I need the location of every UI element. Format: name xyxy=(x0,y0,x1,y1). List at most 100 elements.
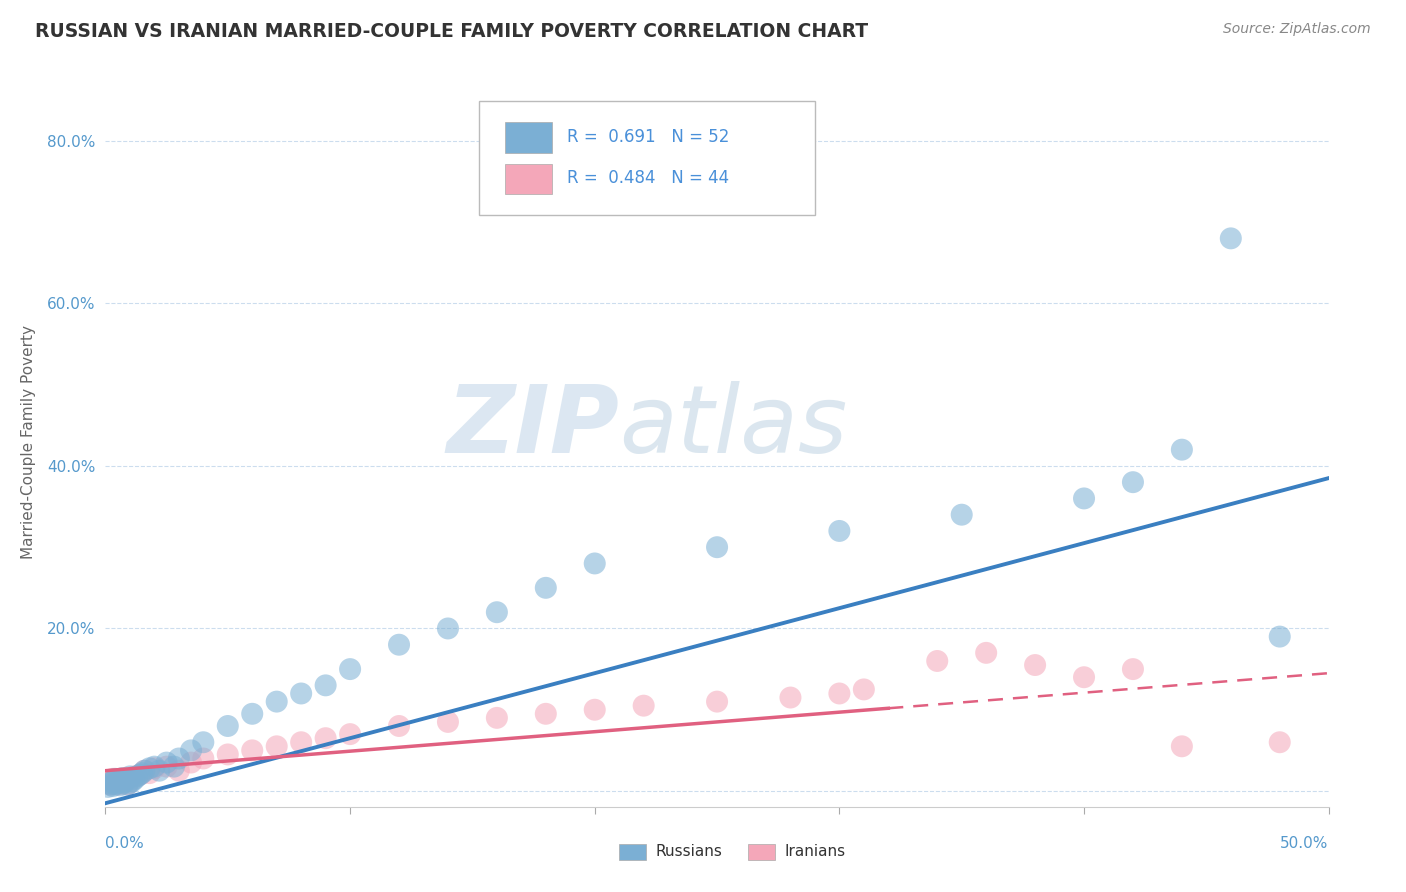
Ellipse shape xyxy=(134,760,156,781)
Ellipse shape xyxy=(583,698,606,721)
Ellipse shape xyxy=(110,774,131,797)
Ellipse shape xyxy=(242,703,263,725)
Ellipse shape xyxy=(853,679,875,700)
Text: ZIP: ZIP xyxy=(446,381,619,473)
Ellipse shape xyxy=(143,757,166,780)
Ellipse shape xyxy=(114,770,136,791)
Ellipse shape xyxy=(779,687,801,708)
Ellipse shape xyxy=(101,772,124,794)
Ellipse shape xyxy=(706,536,728,558)
Ellipse shape xyxy=(138,762,160,784)
Ellipse shape xyxy=(167,760,190,781)
Ellipse shape xyxy=(950,504,973,525)
Bar xyxy=(505,122,553,153)
Ellipse shape xyxy=(828,520,851,542)
Ellipse shape xyxy=(1220,227,1241,250)
Ellipse shape xyxy=(217,743,239,765)
Ellipse shape xyxy=(138,757,160,780)
Ellipse shape xyxy=(101,768,124,789)
Ellipse shape xyxy=(120,768,141,789)
Ellipse shape xyxy=(1073,487,1095,509)
Ellipse shape xyxy=(339,723,361,745)
Ellipse shape xyxy=(104,773,127,796)
Ellipse shape xyxy=(180,739,202,762)
Ellipse shape xyxy=(101,771,124,792)
Text: atlas: atlas xyxy=(619,382,848,473)
Ellipse shape xyxy=(290,731,312,753)
Ellipse shape xyxy=(339,658,361,680)
Ellipse shape xyxy=(1268,625,1291,648)
Text: RUSSIAN VS IRANIAN MARRIED-COUPLE FAMILY POVERTY CORRELATION CHART: RUSSIAN VS IRANIAN MARRIED-COUPLE FAMILY… xyxy=(35,22,869,41)
Ellipse shape xyxy=(117,768,138,789)
Text: Russians: Russians xyxy=(655,845,723,859)
Ellipse shape xyxy=(217,715,239,737)
Ellipse shape xyxy=(104,771,127,792)
Ellipse shape xyxy=(100,773,121,796)
Ellipse shape xyxy=(193,731,214,753)
Ellipse shape xyxy=(266,690,288,713)
Ellipse shape xyxy=(167,747,190,770)
Ellipse shape xyxy=(131,762,153,784)
Ellipse shape xyxy=(111,767,134,789)
Ellipse shape xyxy=(100,773,121,796)
Ellipse shape xyxy=(193,747,214,770)
Ellipse shape xyxy=(121,771,143,792)
Ellipse shape xyxy=(120,772,141,794)
Ellipse shape xyxy=(97,772,120,794)
Ellipse shape xyxy=(156,752,177,773)
Text: R =  0.484   N = 44: R = 0.484 N = 44 xyxy=(567,169,728,187)
Ellipse shape xyxy=(315,727,336,749)
Ellipse shape xyxy=(124,765,146,788)
Ellipse shape xyxy=(976,642,997,664)
Ellipse shape xyxy=(1268,731,1291,753)
Ellipse shape xyxy=(315,674,336,697)
Ellipse shape xyxy=(100,772,121,794)
Ellipse shape xyxy=(437,711,458,733)
Ellipse shape xyxy=(437,617,458,640)
Ellipse shape xyxy=(534,577,557,599)
Ellipse shape xyxy=(583,552,606,574)
Bar xyxy=(748,844,775,860)
Ellipse shape xyxy=(114,771,136,792)
Ellipse shape xyxy=(242,739,263,762)
FancyBboxPatch shape xyxy=(478,102,815,215)
Ellipse shape xyxy=(124,768,146,789)
Ellipse shape xyxy=(114,771,136,793)
Ellipse shape xyxy=(117,773,138,796)
Y-axis label: Married-Couple Family Poverty: Married-Couple Family Poverty xyxy=(21,325,37,558)
Ellipse shape xyxy=(1024,654,1046,676)
Ellipse shape xyxy=(1171,439,1192,460)
Ellipse shape xyxy=(100,771,121,792)
Ellipse shape xyxy=(534,703,557,725)
Ellipse shape xyxy=(97,776,120,798)
Ellipse shape xyxy=(1122,658,1144,680)
Ellipse shape xyxy=(111,772,134,795)
Ellipse shape xyxy=(127,765,148,788)
Ellipse shape xyxy=(120,765,141,788)
Ellipse shape xyxy=(180,752,202,773)
Ellipse shape xyxy=(111,772,134,794)
Ellipse shape xyxy=(388,715,411,737)
Ellipse shape xyxy=(110,768,131,789)
Text: Source: ZipAtlas.com: Source: ZipAtlas.com xyxy=(1223,22,1371,37)
Text: R =  0.691   N = 52: R = 0.691 N = 52 xyxy=(567,128,728,145)
Ellipse shape xyxy=(134,760,156,781)
Ellipse shape xyxy=(107,771,129,792)
Ellipse shape xyxy=(129,764,150,786)
Ellipse shape xyxy=(388,633,411,656)
Ellipse shape xyxy=(486,706,508,729)
Ellipse shape xyxy=(828,682,851,705)
Ellipse shape xyxy=(1073,666,1095,689)
Ellipse shape xyxy=(486,601,508,624)
Bar xyxy=(619,844,647,860)
Bar xyxy=(505,163,553,194)
Ellipse shape xyxy=(1171,735,1192,757)
Ellipse shape xyxy=(148,760,170,781)
Ellipse shape xyxy=(117,773,138,796)
Text: 0.0%: 0.0% xyxy=(105,836,145,851)
Ellipse shape xyxy=(633,695,655,716)
Text: 50.0%: 50.0% xyxy=(1281,836,1329,851)
Ellipse shape xyxy=(104,768,127,789)
Ellipse shape xyxy=(927,650,948,672)
Text: Iranians: Iranians xyxy=(785,845,845,859)
